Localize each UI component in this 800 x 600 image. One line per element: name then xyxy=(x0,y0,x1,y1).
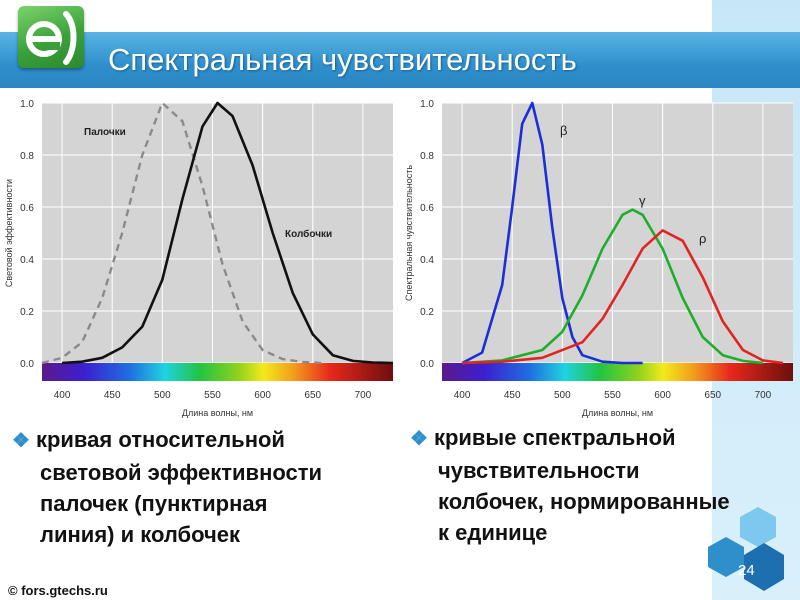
series-line xyxy=(41,101,323,365)
y-tick-label: 1.0 xyxy=(20,99,34,110)
y-tick-label: 0.6 xyxy=(420,203,434,214)
x-tick-label: 550 xyxy=(204,390,221,401)
bullet-left: ❖ кривая относительной световой эффективн… xyxy=(12,424,402,550)
diamond-bullet-icon: ❖ xyxy=(410,428,428,450)
x-tick-label: 450 xyxy=(504,390,521,401)
x-axis-label: Длина волны, нм xyxy=(582,408,653,418)
chart-left: 0.0 0.2 0.4 0.6 0.8 1.0 400 450 500 550 600 650 700 Д… xyxy=(4,99,394,418)
x-tick-label: 500 xyxy=(154,390,171,401)
series-line xyxy=(462,229,784,365)
x-tick-label: 400 xyxy=(54,390,71,401)
footer-copyright: © fors.gtechs.ru xyxy=(8,583,108,598)
x-tick-label: 650 xyxy=(704,390,721,401)
y-tick-label: 1.0 xyxy=(420,99,434,110)
y-axis-label: Спектральная чувствительность xyxy=(404,165,414,301)
series-label: β xyxy=(560,123,567,138)
series-line xyxy=(461,101,643,365)
x-tick-label: 450 xyxy=(104,390,121,401)
series-label: ρ xyxy=(699,231,706,246)
bullet-line: к единице xyxy=(438,520,548,545)
series-label: Палочки xyxy=(84,127,126,138)
x-tick-label: 600 xyxy=(654,390,671,401)
bullet-right: ❖ кривые спектральной чувствительности ко… xyxy=(410,422,800,548)
spectrum-bar xyxy=(42,363,393,381)
slide-title: Спектральная чувствительность xyxy=(108,42,577,77)
page-number: 24 xyxy=(738,562,755,579)
bullet-line: кривые спектральной xyxy=(433,425,676,450)
x-tick-label: 700 xyxy=(355,390,372,401)
logo xyxy=(18,6,84,68)
y-tick-label: 0.6 xyxy=(20,203,34,214)
x-tick-label: 550 xyxy=(604,390,621,401)
y-tick-label: 0.0 xyxy=(420,359,434,370)
logo-glyph-icon xyxy=(26,11,77,65)
series-line xyxy=(462,208,764,365)
series-label: Колбочки xyxy=(285,228,332,240)
bullet-line: колбочек, нормированные xyxy=(438,489,730,514)
y-tick-label: 0.8 xyxy=(20,151,34,162)
title-bar xyxy=(0,32,712,88)
series-label: γ xyxy=(639,193,646,208)
x-tick-label: 500 xyxy=(554,390,571,401)
title-bar-extension xyxy=(712,32,800,88)
series-line xyxy=(62,101,394,365)
chart-right: 0.0 0.2 0.4 0.6 0.8 1.0 400 450 500 550 600 650 700 Д… xyxy=(404,99,793,418)
plot-area xyxy=(42,103,393,363)
x-tick-label: 400 xyxy=(454,390,471,401)
bullet-line: кривая относительной xyxy=(35,427,285,452)
plot-area xyxy=(442,103,793,363)
x-tick-label: 600 xyxy=(254,390,271,401)
y-tick-label: 0.8 xyxy=(420,151,434,162)
y-axis-label: Световой эффективности xyxy=(4,179,14,287)
x-tick-label: 700 xyxy=(755,390,772,401)
x-axis-label: Длина волны, нм xyxy=(182,408,253,418)
hexagon-decor-icon xyxy=(708,507,784,591)
spectrum-bar xyxy=(442,363,793,381)
bullet-line: линия) и колбочек xyxy=(40,522,241,547)
y-tick-label: 0.2 xyxy=(20,307,34,318)
y-tick-label: 0.2 xyxy=(420,307,434,318)
y-tick-label: 0.4 xyxy=(420,255,434,266)
diamond-bullet-icon: ❖ xyxy=(12,430,30,452)
x-tick-label: 650 xyxy=(304,390,321,401)
bullet-line: чувствительности xyxy=(438,458,640,483)
bullet-line: световой эффективности xyxy=(40,460,323,485)
bullet-line: палочек (пунктирная xyxy=(40,491,268,516)
y-tick-label: 0.0 xyxy=(20,359,34,370)
y-tick-label: 0.4 xyxy=(20,255,34,266)
